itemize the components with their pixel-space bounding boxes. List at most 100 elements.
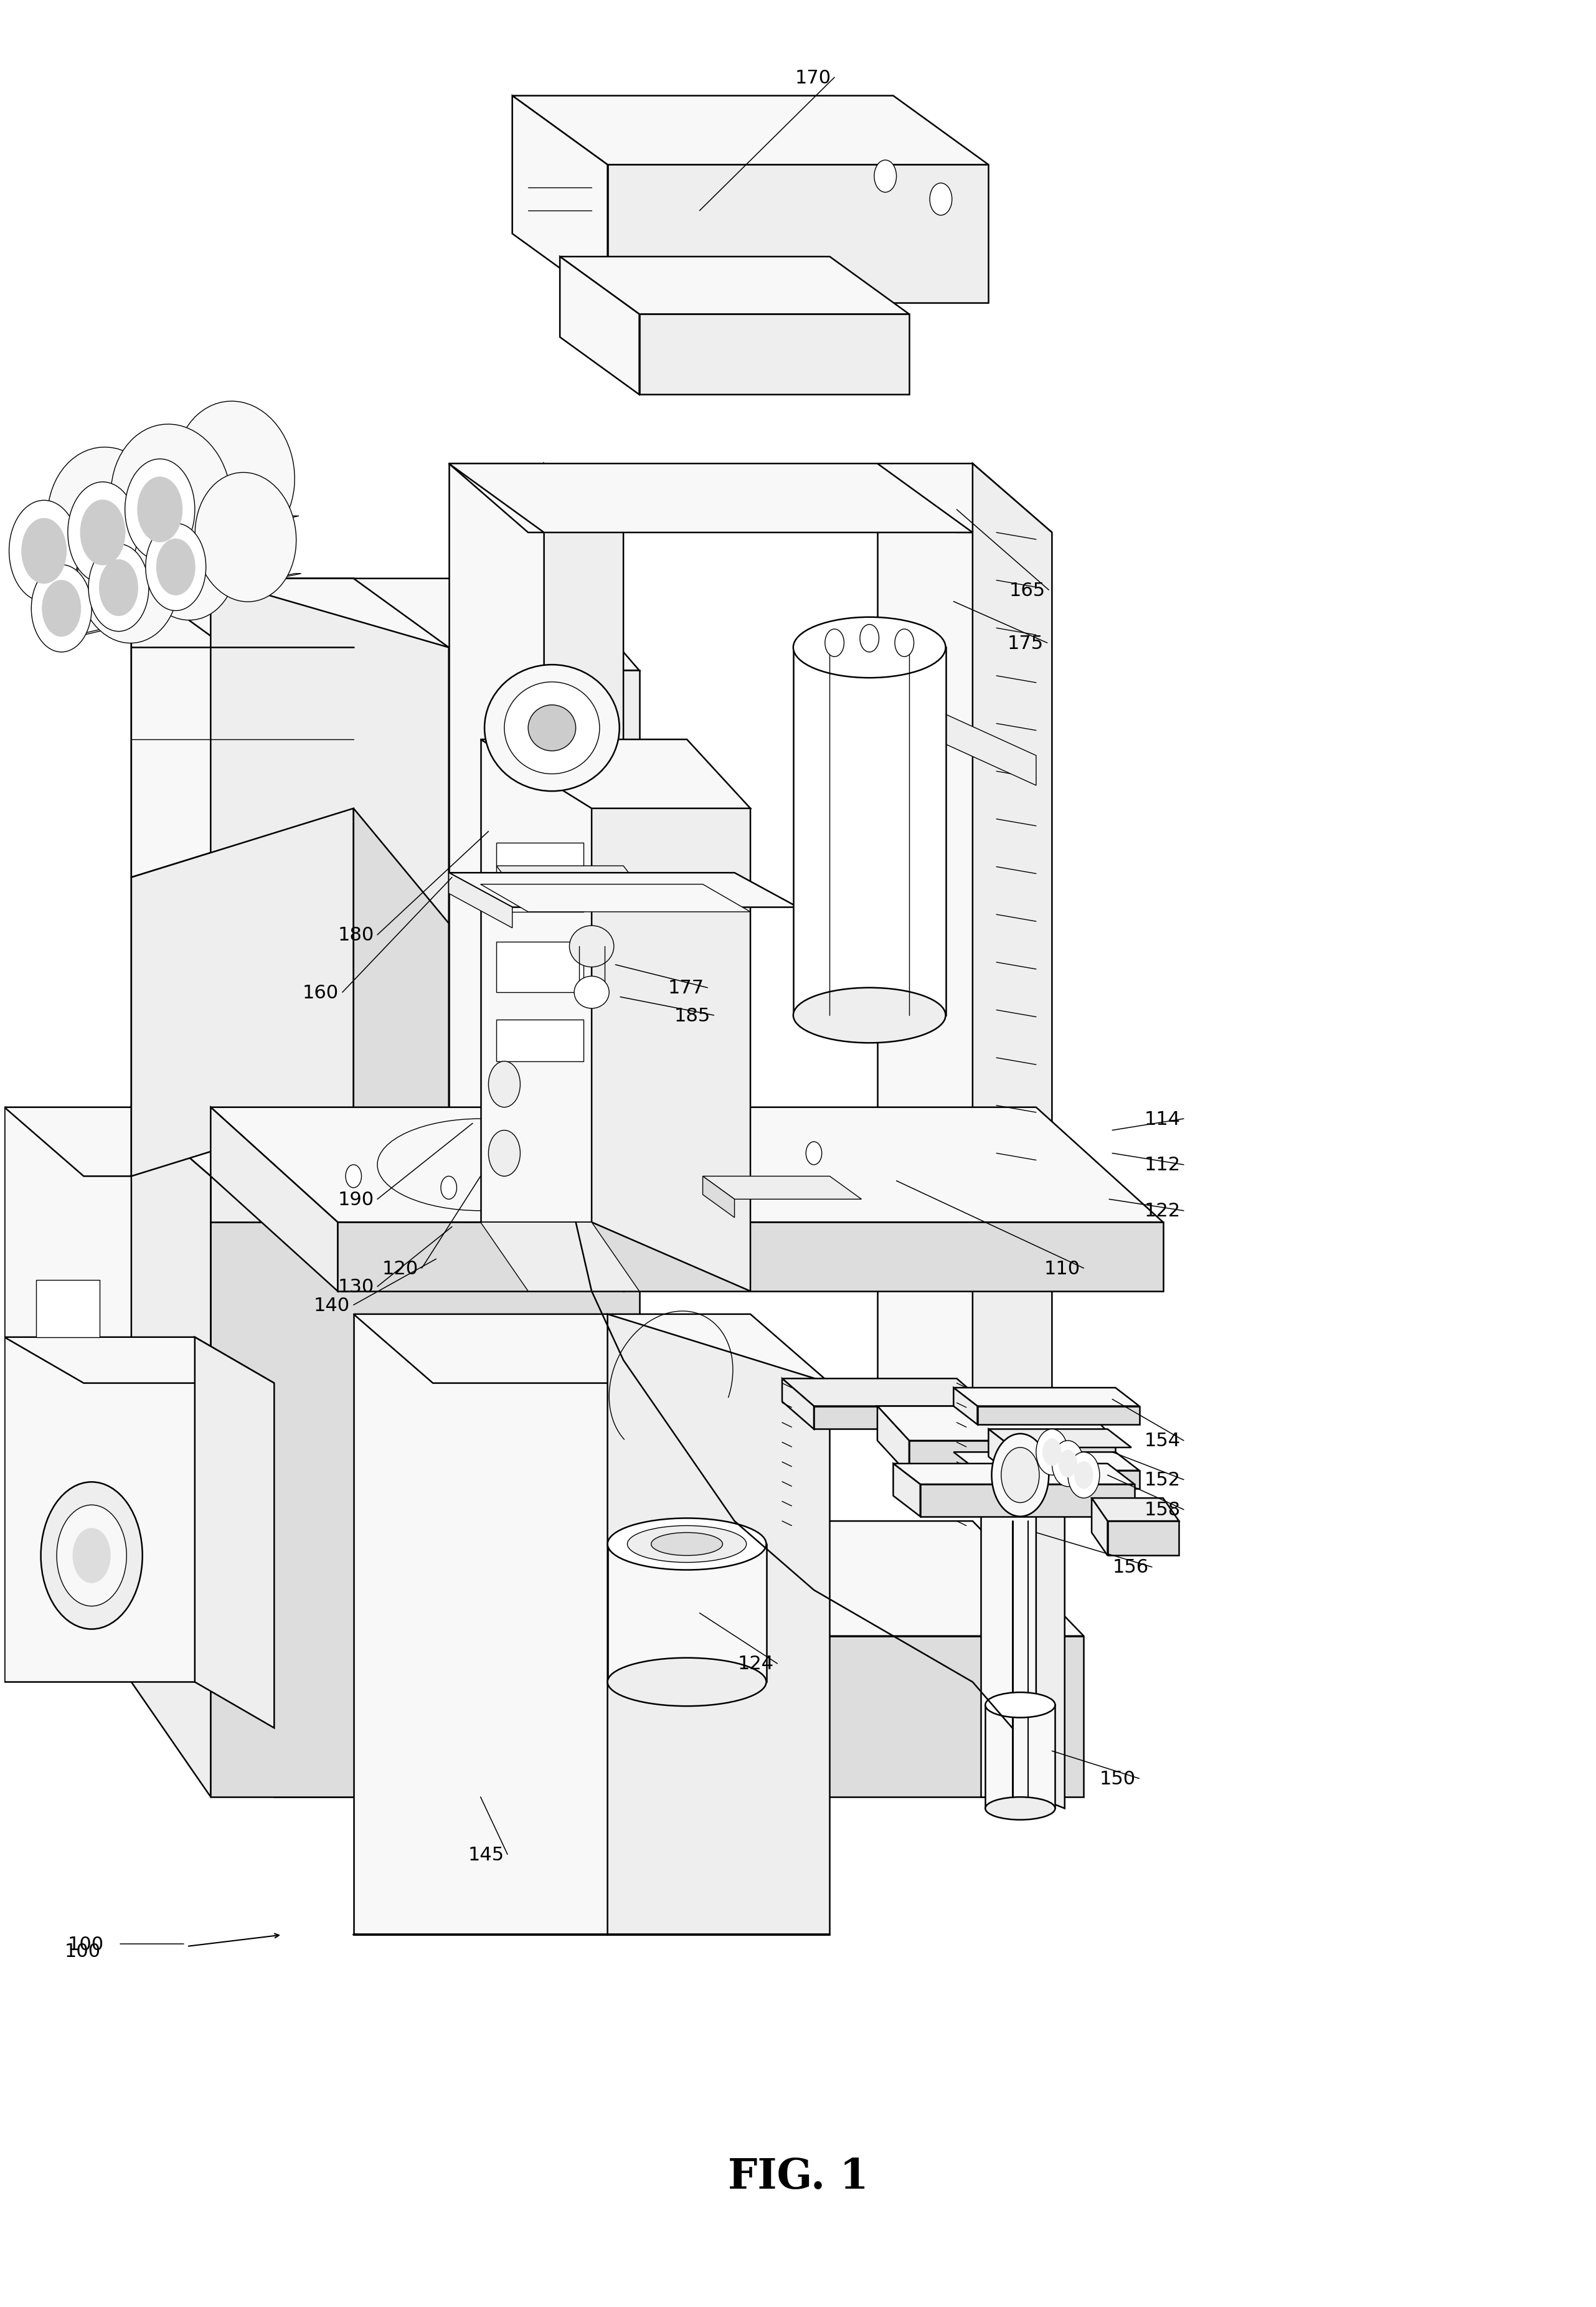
Polygon shape xyxy=(448,872,512,927)
Polygon shape xyxy=(211,671,640,1223)
Ellipse shape xyxy=(608,1659,766,1707)
Polygon shape xyxy=(1036,1419,1065,1809)
Polygon shape xyxy=(496,865,654,907)
Text: 185: 185 xyxy=(674,1006,710,1024)
Text: 165: 165 xyxy=(1009,581,1045,600)
Polygon shape xyxy=(988,1430,1012,1474)
Polygon shape xyxy=(480,1223,640,1292)
Polygon shape xyxy=(131,579,640,671)
Circle shape xyxy=(124,459,195,561)
Polygon shape xyxy=(195,1338,275,1728)
Ellipse shape xyxy=(575,976,610,1008)
Polygon shape xyxy=(926,706,1036,787)
Circle shape xyxy=(1042,1440,1061,1465)
Polygon shape xyxy=(448,464,544,1223)
Circle shape xyxy=(1036,1430,1068,1474)
Bar xyxy=(496,1020,584,1061)
Polygon shape xyxy=(640,314,910,394)
Polygon shape xyxy=(124,593,243,618)
Polygon shape xyxy=(163,1520,1084,1636)
Text: 110: 110 xyxy=(1044,1260,1080,1278)
Circle shape xyxy=(67,482,137,584)
Polygon shape xyxy=(338,1223,1163,1292)
Polygon shape xyxy=(921,1483,1135,1516)
Text: 150: 150 xyxy=(1100,1769,1136,1788)
Polygon shape xyxy=(109,538,235,565)
Ellipse shape xyxy=(485,664,619,791)
Polygon shape xyxy=(985,1705,1055,1809)
Polygon shape xyxy=(275,1636,1084,1797)
Circle shape xyxy=(57,1504,126,1606)
Polygon shape xyxy=(131,1107,211,1474)
Text: 154: 154 xyxy=(1144,1433,1179,1449)
Circle shape xyxy=(99,561,139,616)
Circle shape xyxy=(895,630,915,657)
Polygon shape xyxy=(878,464,1052,533)
Circle shape xyxy=(1052,1442,1084,1486)
Polygon shape xyxy=(448,464,624,533)
Ellipse shape xyxy=(793,618,945,678)
Circle shape xyxy=(88,544,148,632)
Circle shape xyxy=(346,1165,361,1188)
Polygon shape xyxy=(5,1107,131,1474)
Polygon shape xyxy=(953,1453,1140,1470)
Polygon shape xyxy=(782,1380,814,1430)
Text: 145: 145 xyxy=(468,1846,504,1864)
Text: 112: 112 xyxy=(1144,1156,1179,1174)
Circle shape xyxy=(806,1142,822,1165)
Polygon shape xyxy=(131,810,354,1177)
Polygon shape xyxy=(988,1430,1132,1449)
Ellipse shape xyxy=(195,473,297,602)
Bar xyxy=(496,941,584,992)
Circle shape xyxy=(860,625,879,653)
Ellipse shape xyxy=(504,683,600,775)
Polygon shape xyxy=(1092,1497,1108,1555)
Polygon shape xyxy=(977,1407,1140,1426)
Ellipse shape xyxy=(570,925,614,967)
Ellipse shape xyxy=(608,1518,766,1571)
Circle shape xyxy=(41,1481,142,1629)
Polygon shape xyxy=(894,1463,1135,1483)
Circle shape xyxy=(1068,1453,1100,1497)
Text: 122: 122 xyxy=(1144,1202,1179,1220)
Ellipse shape xyxy=(174,401,295,549)
Polygon shape xyxy=(560,256,910,314)
Text: 177: 177 xyxy=(667,978,704,997)
Polygon shape xyxy=(878,1407,1116,1442)
Polygon shape xyxy=(592,741,750,1292)
Text: FIG. 1: FIG. 1 xyxy=(728,2157,868,2196)
Circle shape xyxy=(488,1061,520,1107)
Circle shape xyxy=(991,1435,1049,1516)
Ellipse shape xyxy=(985,1797,1055,1820)
Circle shape xyxy=(80,501,126,565)
Polygon shape xyxy=(544,464,624,1292)
Polygon shape xyxy=(131,579,448,648)
Circle shape xyxy=(32,565,91,653)
Polygon shape xyxy=(878,1407,910,1474)
Polygon shape xyxy=(793,648,945,1015)
Polygon shape xyxy=(131,1107,640,1223)
Circle shape xyxy=(440,1177,456,1200)
Polygon shape xyxy=(354,810,448,1223)
Circle shape xyxy=(875,161,897,194)
Polygon shape xyxy=(211,1223,640,1797)
Polygon shape xyxy=(953,1389,1140,1407)
Bar xyxy=(37,1280,99,1338)
Polygon shape xyxy=(980,1419,1065,1435)
Text: 100: 100 xyxy=(65,1942,101,1961)
Polygon shape xyxy=(163,1520,275,1797)
Polygon shape xyxy=(608,1315,830,1936)
Polygon shape xyxy=(131,579,211,1223)
Text: 152: 152 xyxy=(1144,1472,1179,1488)
Polygon shape xyxy=(64,614,179,639)
Text: 158: 158 xyxy=(1144,1502,1181,1518)
Polygon shape xyxy=(448,464,972,533)
Ellipse shape xyxy=(627,1525,747,1562)
Polygon shape xyxy=(608,1543,766,1682)
Polygon shape xyxy=(608,166,988,302)
Polygon shape xyxy=(211,1107,1163,1223)
Ellipse shape xyxy=(528,706,576,752)
Polygon shape xyxy=(512,97,608,302)
Polygon shape xyxy=(782,1380,988,1407)
Text: 170: 170 xyxy=(795,69,832,88)
